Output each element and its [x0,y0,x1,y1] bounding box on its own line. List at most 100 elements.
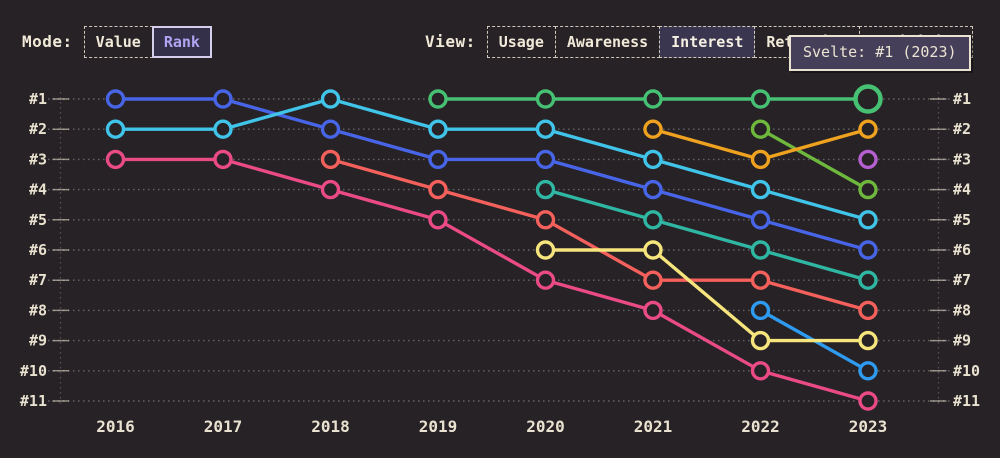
data-point-royal-blue-2022[interactable] [750,210,771,230]
data-point-pink-2016[interactable] [105,149,126,170]
data-point-yellow-2022[interactable] [750,330,771,351]
data-point-royal-blue-2021[interactable] [643,179,663,200]
y-axis-label-left: #3 [29,150,47,168]
series-line-cyan [113,97,870,222]
y-axis-label-right: #1 [953,90,971,108]
data-point-cyan-2020[interactable] [535,119,556,139]
data-point-teal-2021[interactable] [643,210,663,230]
data-point-cyan-2016[interactable] [105,119,126,139]
y-axis-label-left: #11 [20,392,47,410]
data-point-coral-2021[interactable] [643,270,663,290]
data-point-sky-blue-2023[interactable] [858,361,878,381]
x-axis-label: 2016 [96,417,135,436]
series-line-coral [328,157,870,313]
x-axis-label: 2022 [741,417,780,436]
data-point-teal-2023[interactable] [858,270,878,290]
data-point-amber-2021[interactable] [643,119,663,139]
data-point-svelte-green-2019[interactable] [428,89,448,109]
data-point-lime-2022[interactable] [750,119,771,139]
y-axis-label-right: #7 [953,271,971,289]
x-axis-label: 2019 [419,417,458,436]
data-point-amber-2022[interactable] [750,149,771,170]
data-point-teal-2022[interactable] [750,240,771,260]
y-axis-label-left: #2 [29,120,47,138]
series-line-yellow [543,248,870,343]
highlighted-data-point-svelte-green-2023[interactable] [853,84,883,114]
data-point-svelte-green-2022[interactable] [750,89,771,109]
y-axis-label-right: #6 [953,241,971,259]
series-line-royal-blue [113,97,870,252]
data-point-sky-blue-2022[interactable] [750,300,771,321]
data-point-coral-2022[interactable] [750,270,771,290]
y-axis-label-right: #3 [953,150,971,168]
y-axis-label-right: #11 [953,392,980,410]
data-point-cyan-2018[interactable] [320,89,341,109]
series-line-teal [543,187,870,282]
view-label: View: [425,32,476,51]
mode-label: Mode: [22,32,73,51]
y-axis-label-left: #6 [29,241,47,259]
data-point-teal-2020[interactable] [535,179,556,200]
data-point-royal-blue-2023[interactable] [858,240,878,260]
data-point-cyan-2021[interactable] [643,149,663,170]
data-point-royal-blue-2020[interactable] [535,149,556,170]
y-axis-label-right: #2 [953,120,971,138]
view-option-interest[interactable]: Interest [659,26,756,58]
y-axis-label-left: #10 [20,362,47,380]
y-axis-label-left: #9 [29,332,47,350]
y-axis-label-left: #8 [29,301,47,319]
data-point-pink-2017[interactable] [213,149,233,170]
series-line-lime [758,127,870,192]
mode-option-value[interactable]: Value [83,26,153,58]
y-axis-label-right: #10 [953,362,980,380]
view-option-usage[interactable]: Usage [486,26,556,58]
y-axis-label-right: #8 [953,301,971,319]
x-axis-label: 2017 [204,417,243,436]
data-point-cyan-2022[interactable] [750,179,771,200]
data-point-yellow-2023[interactable] [858,330,878,351]
data-point-pink-2019[interactable] [428,210,448,230]
data-point-royal-blue-2018[interactable] [320,119,341,139]
x-axis-label: 2020 [526,417,565,436]
data-point-lime-2023[interactable] [858,179,878,200]
data-point-coral-2019[interactable] [428,179,448,200]
data-point-royal-blue-2019[interactable] [428,149,448,170]
data-point-pink-2021[interactable] [643,300,663,321]
data-point-cyan-2019[interactable] [428,119,448,139]
data-point-yellow-2021[interactable] [643,240,663,260]
data-point-pink-2020[interactable] [535,270,556,290]
data-point-svelte-green-2020[interactable] [535,89,556,109]
data-point-coral-2023[interactable] [858,300,878,321]
y-axis-label-left: #5 [29,211,47,229]
data-point-pink-2023[interactable] [858,391,878,411]
data-point-royal-blue-2017[interactable] [213,89,233,109]
x-axis-label: 2018 [311,417,350,436]
y-axis-label-right: #4 [953,181,971,199]
x-axis-label: 2023 [849,417,888,436]
data-point-coral-2020[interactable] [535,210,556,230]
mode-option-rank[interactable]: Rank [151,26,212,58]
data-point-pink-2022[interactable] [750,361,771,381]
data-point-cyan-2023[interactable] [858,210,878,230]
y-axis-label-left: #1 [29,90,47,108]
tooltip: Svelte: #1 (2023) [789,35,971,71]
y-axis-label-left: #4 [29,181,47,199]
x-axis-label: 2021 [634,417,673,436]
view-option-awareness[interactable]: Awareness [554,26,661,58]
mode-toggle: Mode: Value Rank [22,26,212,58]
y-axis-label-right: #9 [953,332,971,350]
data-point-cyan-2017[interactable] [213,119,233,139]
data-point-amber-2023[interactable] [858,119,878,139]
data-point-coral-2018[interactable] [320,149,341,170]
y-axis-label-right: #5 [953,211,971,229]
data-point-yellow-2020[interactable] [535,240,556,260]
series-line-pink [113,157,870,403]
y-axis-label-left: #7 [29,271,47,289]
data-point-purple-2023[interactable] [858,149,878,170]
data-point-royal-blue-2016[interactable] [105,89,126,109]
data-point-pink-2018[interactable] [320,179,341,200]
data-point-svelte-green-2021[interactable] [643,89,663,109]
mode-options: Value Rank [83,26,212,58]
